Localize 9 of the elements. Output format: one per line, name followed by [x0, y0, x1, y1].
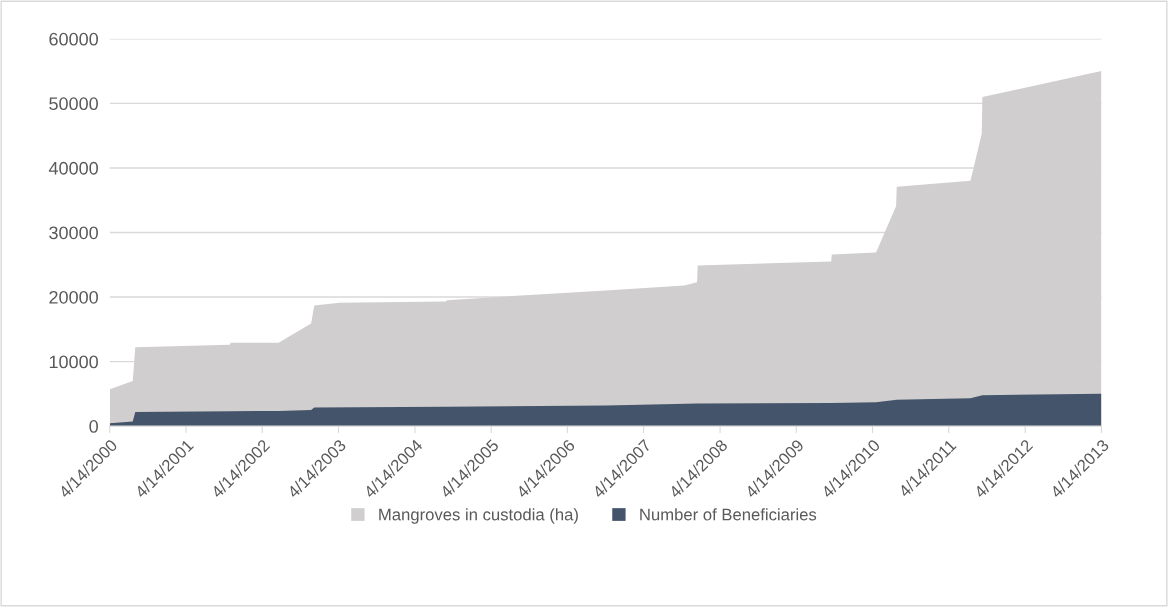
y-tick-label: 40000: [48, 161, 98, 175]
y-tick-label: 30000: [49, 226, 98, 240]
legend-label: Number of Beneficiaries: [640, 508, 817, 521]
y-tick-label: 60000: [49, 32, 98, 46]
y-tick-label: 50000: [49, 97, 98, 111]
y-tick-label: 20000: [49, 290, 98, 304]
legend-label: Mangroves in custodia (ha): [379, 508, 578, 524]
y-tick-label: 10000: [49, 355, 98, 369]
y-tick-label: 0: [89, 420, 98, 433]
